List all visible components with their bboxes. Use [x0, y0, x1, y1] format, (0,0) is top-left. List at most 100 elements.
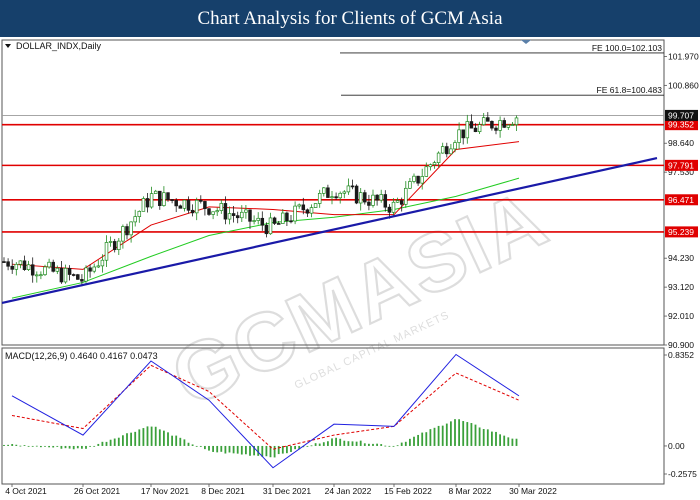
macd-histogram-bar	[93, 445, 96, 447]
macd-histogram-bar	[486, 429, 489, 446]
macd-histogram-bar	[232, 445, 235, 454]
level-price-tag-box	[665, 159, 698, 171]
candle-body	[297, 204, 301, 207]
macd-histogram-bar	[109, 439, 112, 446]
candle-body	[174, 200, 178, 207]
macd-histogram-bar	[113, 438, 116, 446]
candle-body	[412, 175, 416, 182]
candle-body	[260, 217, 265, 226]
macd-histogram-bar	[167, 432, 169, 446]
date-tick-label: 17 Nov 2021	[141, 486, 189, 496]
candle-body	[84, 267, 88, 282]
macd-histogram-bar	[450, 421, 452, 446]
macd-histogram-bar	[503, 435, 506, 446]
candle-body	[481, 117, 486, 125]
candle-body	[170, 199, 174, 201]
macd-histogram-bar	[441, 425, 444, 446]
candle-body	[358, 192, 363, 204]
macd-histogram-bar	[363, 443, 366, 446]
macd-histogram-bar	[359, 440, 362, 446]
macd-histogram-bar	[68, 445, 71, 449]
macd-histogram-bar	[277, 445, 280, 455]
macd-histogram-bar	[269, 445, 272, 458]
macd-histogram-bar	[126, 433, 128, 446]
price-tick-label: 100.860	[668, 80, 699, 90]
price-panel	[1, 39, 665, 346]
macd-histogram-bar	[396, 445, 399, 447]
candle-body	[43, 266, 47, 276]
candle-body	[322, 187, 326, 194]
macd-histogram-bar	[499, 434, 501, 446]
macd-histogram-bar	[60, 445, 63, 449]
macd-histogram-bar	[511, 438, 514, 446]
watermark-text: GCMASIA	[159, 172, 561, 424]
candle-body	[379, 194, 383, 201]
macd-histogram-bar	[240, 445, 243, 455]
macd-histogram-bar	[228, 445, 231, 453]
macd-indicator	[3, 353, 520, 469]
candle-body	[63, 267, 68, 283]
candle-body	[424, 166, 429, 177]
trendline	[1, 157, 658, 304]
macd-histogram-bar	[281, 445, 284, 454]
candle-body	[420, 176, 424, 184]
candle-body	[22, 260, 27, 270]
candle-body	[108, 241, 113, 243]
candle-body	[514, 117, 519, 125]
candle-body	[235, 215, 240, 219]
macd-panel	[1, 347, 665, 485]
macd-histogram-bar	[56, 445, 59, 447]
macd-histogram-bar	[138, 429, 141, 446]
macd-histogram-bar	[433, 427, 436, 446]
candle-body	[502, 120, 506, 128]
candle-body	[350, 185, 355, 188]
macd-histogram-bar	[310, 445, 313, 447]
candle-body	[354, 185, 359, 204]
candle-body	[399, 200, 404, 205]
price-tick-label: 101.970	[668, 51, 699, 61]
macd-histogram-bar	[454, 419, 456, 446]
macd-histogram-bar	[392, 445, 395, 447]
date-tick-label: 15 Feb 2022	[384, 486, 432, 496]
ascending-trendline	[1, 157, 658, 304]
macd-title: MACD(12,26,9) 0.4640 0.4167 0.0473	[5, 351, 158, 361]
macd-histogram-bar	[421, 432, 424, 446]
macd-histogram-bar	[40, 445, 42, 448]
date-axis: 4 Oct 2021 26 Oct 2021 17 Nov 2021 8 Dec 20…	[5, 484, 557, 496]
macd-line	[11, 353, 520, 469]
macd-histogram-bar	[134, 431, 137, 446]
macd-histogram-bar	[474, 424, 477, 446]
macd-histogram-bar	[413, 436, 415, 446]
candle-body	[432, 162, 437, 166]
macd-histogram-bar	[199, 445, 202, 447]
candle-body	[490, 120, 494, 129]
candle-body	[30, 264, 35, 276]
macd-histogram-bar	[335, 437, 337, 446]
candle-body	[203, 201, 207, 210]
macd-histogram-bar	[44, 445, 46, 447]
candle-body	[445, 146, 449, 155]
fib-level-label: FE 61.8=100.483	[597, 85, 663, 95]
candle-body	[408, 181, 412, 189]
chart-menu-arrow-icon[interactable]	[5, 44, 11, 48]
macd-histogram-bar	[179, 437, 182, 446]
macd-histogram-bar	[97, 443, 100, 446]
macd-histogram-bar	[380, 444, 383, 446]
candle-body	[10, 265, 14, 270]
macd-histogram-bar	[314, 443, 317, 446]
candle-body	[248, 209, 252, 222]
fib-level-label: FE 100.0=102.103	[592, 43, 662, 53]
candle-body	[477, 124, 482, 133]
support-resistance-lines	[2, 123, 664, 233]
price-tick-label: 90.900	[668, 340, 694, 350]
candle-body	[100, 259, 105, 267]
macd-histogram-bar	[117, 437, 120, 446]
level-price-tag-box	[665, 194, 698, 206]
candle-body	[469, 121, 474, 129]
macd-histogram-bar	[261, 445, 264, 457]
candle-body	[285, 212, 289, 222]
candle-body	[14, 263, 19, 270]
price-tick-label: 93.120	[668, 282, 694, 292]
chart-area: GCMASIA GLOBAL CAPITAL MARKETS FE 100.0=…	[1, 39, 699, 496]
chart-banner: Chart Analysis for Clients of GCM Asia	[0, 0, 700, 37]
